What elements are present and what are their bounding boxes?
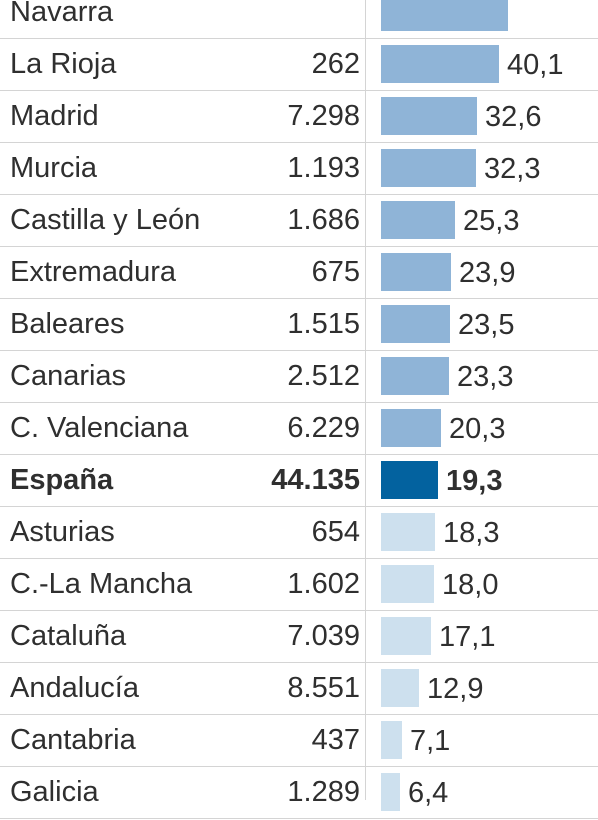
row-separator [0,558,598,559]
rate-bar [381,357,449,395]
rate-value-label: 32,3 [484,153,541,185]
rate-value-label: 19,3 [446,465,503,497]
cases-count: 6.229 [287,412,360,444]
rate-value-label: 40,1 [507,49,564,81]
row-separator [0,90,598,91]
rate-bar [381,409,441,447]
table-row: Cataluña 7.039 17,1 [0,610,598,662]
rate-value-label: 18,3 [443,517,500,549]
cases-count: 1.515 [287,308,360,340]
region-name: Murcia [10,152,98,184]
region-name: Canarias [10,360,127,392]
row-separator [0,194,598,195]
rate-value-label: 25,3 [463,205,520,237]
row-separator [0,142,598,143]
region-name: España [10,464,114,496]
cases-count: 8.551 [287,672,360,704]
cases-count: 654 [311,516,360,548]
rate-bar [381,45,499,83]
region-name: Galicia [10,776,99,808]
row-separator [0,38,598,39]
cases-count: 7.039 [287,620,360,652]
table-row: Extremadura 675 23,9 [0,246,598,298]
rate-bar [381,97,477,135]
table-row: Canarias 2.512 23,3 [0,350,598,402]
row-separator [0,610,598,611]
table-row: Baleares 1.515 23,5 [0,298,598,350]
cases-count: 1.193 [287,152,360,184]
region-name: C. Valenciana [10,412,189,444]
rate-bar [381,305,450,343]
rate-bar [381,721,402,759]
row-separator [0,454,598,455]
region-name: Asturias [10,516,115,548]
rate-value-label: 18,0 [442,569,499,601]
rate-value-label: 20,3 [449,413,506,445]
table-row: Navarra [0,0,598,38]
rate-bar [381,669,419,707]
column-divider [365,0,366,800]
row-separator [0,662,598,663]
rate-value-label: 23,9 [459,257,516,289]
table-row: Asturias 654 18,3 [0,506,598,558]
row-separator [0,350,598,351]
rate-bar [381,461,438,499]
table-row: La Rioja 262 40,1 [0,38,598,90]
region-name: C.-La Mancha [10,568,193,600]
region-name: Cantabria [10,724,136,756]
region-name: Cataluña [10,620,127,652]
rate-bar [381,773,400,811]
table-row: C.-La Mancha 1.602 18,0 [0,558,598,610]
rate-value-label: 7,1 [410,725,451,757]
table-row: Murcia 1.193 32,3 [0,142,598,194]
row-separator [0,246,598,247]
region-name: Baleares [10,308,125,340]
rate-bar [381,149,476,187]
table-row: C. Valenciana 6.229 20,3 [0,402,598,454]
table-row: España 44.135 19,3 [0,454,598,506]
rate-bar [381,0,508,31]
cases-count: 1.289 [287,776,360,808]
table-row: Madrid 7.298 32,6 [0,90,598,142]
rate-value-label: 32,6 [485,101,542,133]
rate-bar [381,253,451,291]
rate-value-label: 12,9 [427,673,484,705]
rate-value-label: 17,1 [439,621,496,653]
cases-count: 7.298 [287,100,360,132]
rate-value-label: 6,4 [408,777,449,809]
rate-value-label: 23,3 [457,361,514,393]
region-name: La Rioja [10,48,117,80]
table-row: Castilla y León 1.686 25,3 [0,194,598,246]
region-name: Castilla y León [10,204,201,236]
table-row: Galicia 1.289 6,4 [0,766,598,818]
row-separator [0,402,598,403]
cases-count: 44.135 [271,464,360,496]
cases-count [230,0,360,38]
cases-count: 1.686 [287,204,360,236]
row-separator [0,714,598,715]
region-name: Navarra [10,0,114,28]
row-separator [0,298,598,299]
table-row: Andalucía 8.551 12,9 [0,662,598,714]
region-name: Andalucía [10,672,139,704]
table-row: Cantabria 437 7,1 [0,714,598,766]
cases-count: 2.512 [287,360,360,392]
cases-count: 437 [311,724,360,756]
rate-value-label: 23,5 [458,309,515,341]
row-separator [0,818,598,819]
cases-count: 1.602 [287,568,360,600]
row-separator [0,506,598,507]
region-name: Madrid [10,100,99,132]
rate-bar [381,201,455,239]
cases-count: 262 [311,48,360,80]
rate-bar [381,565,434,603]
cases-count: 675 [311,256,360,288]
region-name: Extremadura [10,256,177,288]
row-separator [0,766,598,767]
rate-bar [381,513,435,551]
rate-bar [381,617,431,655]
